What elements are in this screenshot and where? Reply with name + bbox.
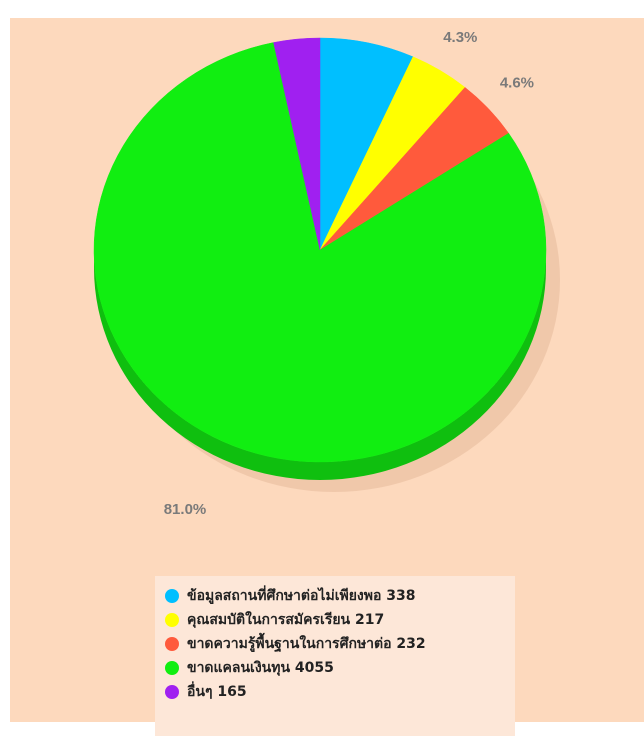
legend-marker	[165, 685, 179, 699]
legend-label: ขาดความรู้พื้นฐานในการศึกษาต่อ 232	[187, 636, 426, 652]
pie-chart: 6.7%4.3%4.6%81.0%3.3%	[93, 29, 560, 518]
pie-labels: 6.7%4.3%4.6%81.0%3.3%	[164, 29, 534, 518]
legend-item[interactable]: ข้อมูลสถานที่ศึกษาต่อไม่เพียงพอ 338	[165, 584, 515, 608]
legend-item[interactable]: คุณสมบัติในการสมัครเรียน 217	[165, 608, 515, 632]
pie-slices	[93, 37, 547, 463]
legend-marker	[165, 637, 179, 651]
legend-label: ข้อมูลสถานที่ศึกษาต่อไม่เพียงพอ 338	[187, 588, 416, 604]
pie-slice[interactable]	[93, 42, 547, 463]
legend-marker	[165, 661, 179, 675]
legend-marker	[165, 613, 179, 627]
legend-marker	[165, 589, 179, 603]
legend-item[interactable]: อื่นๆ 165	[165, 680, 515, 704]
legend-label: อื่นๆ 165	[187, 684, 247, 700]
legend-label: ขาดแคลนเงินทุน 4055	[187, 660, 334, 676]
slice-percent-label: 4.3%	[443, 29, 477, 46]
slice-percent-label: 4.6%	[500, 74, 534, 91]
legend-item[interactable]: ขาดความรู้พื้นฐานในการศึกษาต่อ 232	[165, 632, 515, 656]
slice-percent-label: 81.0%	[164, 501, 207, 518]
chart-legend: ข้อมูลสถานที่ศึกษาต่อไม่เพียงพอ 338 คุณส…	[155, 576, 515, 736]
legend-item[interactable]: ขาดแคลนเงินทุน 4055	[165, 656, 515, 680]
chart-container: 6.7%4.3%4.6%81.0%3.3% ข้อมูลสถานที่ศึกษา…	[10, 18, 644, 736]
legend-label: คุณสมบัติในการสมัครเรียน 217	[187, 612, 385, 628]
pie-slice[interactable]	[273, 37, 321, 251]
